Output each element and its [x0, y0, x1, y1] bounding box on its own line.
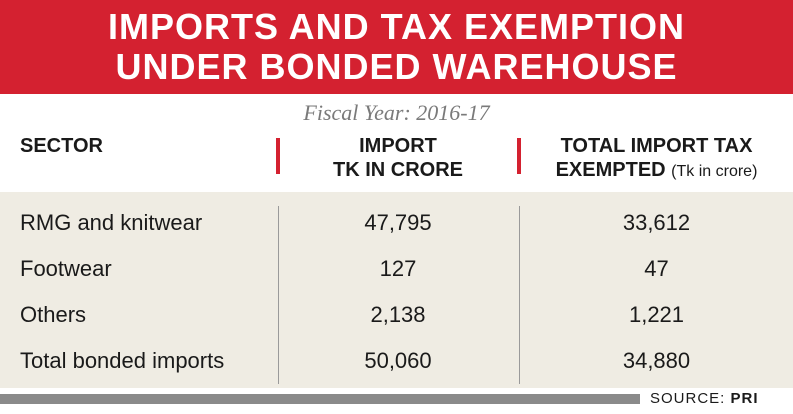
- source-name: PRI: [730, 390, 759, 407]
- table-row: Total bonded imports 50,060 34,880: [0, 338, 793, 384]
- source-note: SOURCE: PRI: [650, 390, 759, 407]
- chart-subtitle: Fiscal Year: 2016-17: [303, 100, 490, 125]
- cell-sector: Footwear: [20, 256, 112, 281]
- cell-tax: 47: [644, 256, 669, 281]
- table-row: RMG and knitwear 47,795 33,612: [0, 200, 793, 246]
- table-row: Footwear 127 47: [0, 246, 793, 292]
- header-tax-line-2: EXEMPTED (Tk in crore): [520, 158, 793, 184]
- header-sector: SECTOR: [20, 135, 103, 157]
- cell-sector: Total bonded imports: [20, 348, 225, 373]
- header-tax: TOTAL IMPORT TAX EXEMPTED (Tk in crore): [520, 134, 793, 184]
- header-tax-line-1: TOTAL IMPORT TAX: [560, 135, 753, 157]
- chart-title-line-1: IMPORTS AND TAX EXEMPTION: [107, 6, 686, 47]
- title-banner: IMPORTS AND TAX EXEMPTION UNDER BONDED W…: [0, 0, 793, 94]
- cell-import: 127: [379, 256, 417, 281]
- column-separator-2: [519, 206, 520, 384]
- source-label: SOURCE:: [650, 390, 726, 407]
- data-table: RMG and knitwear 47,795 33,612 Footwear 127 4…: [0, 192, 793, 388]
- column-separator-1: [278, 206, 279, 384]
- cell-tax: 33,612: [622, 210, 691, 235]
- chart-title-line-2: UNDER BONDED WAREHOUSE: [115, 46, 678, 87]
- cell-sector: Others: [20, 302, 87, 327]
- header-tax-exempted: EXEMPTED: [555, 159, 666, 181]
- header-divider-import: [276, 138, 280, 174]
- cell-tax: 34,880: [622, 348, 691, 373]
- table-row: Others 2,138 1,221: [0, 292, 793, 338]
- header-import: IMPORT TK IN CRORE: [278, 134, 518, 182]
- header-tax-unit: (Tk in crore): [671, 163, 758, 180]
- cell-import: 2,138: [370, 302, 426, 327]
- header-import-line-2: TK IN CRORE: [333, 159, 463, 181]
- header-divider-tax: [517, 138, 521, 174]
- cell-import: 50,060: [364, 348, 432, 373]
- cell-sector: RMG and knitwear: [20, 210, 203, 235]
- cell-import: 47,795: [364, 210, 432, 235]
- header-import-line-1: IMPORT: [359, 135, 437, 157]
- footer-bar: [0, 394, 640, 404]
- cell-tax: 1,221: [628, 302, 685, 327]
